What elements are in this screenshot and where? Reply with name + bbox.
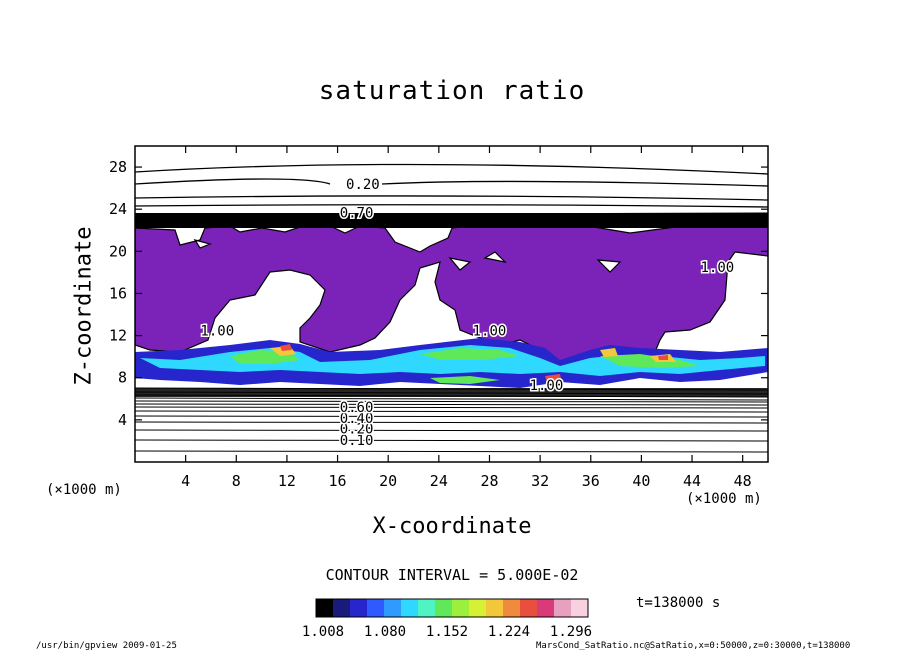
- plot-frame: [134, 145, 769, 463]
- colorbar-segment: [582, 599, 589, 617]
- y-axis-label: Z-coordinate: [71, 226, 97, 386]
- x-tick-label: 20: [379, 472, 397, 490]
- colorbar-segment: [361, 599, 368, 617]
- contour-label: 1.00: [473, 323, 507, 339]
- colorbar-segment: [554, 599, 561, 617]
- x-tick-label: 8: [232, 472, 241, 490]
- colorbar-tick-label: 1.080: [364, 624, 406, 640]
- colorbar-segment: [503, 599, 510, 617]
- colorbar: 1.008 1.080 1.152 1.224 1.296: [302, 598, 592, 640]
- y-tick-label: 8: [118, 369, 127, 387]
- x-tick-label: 48: [734, 472, 752, 490]
- colorbar-segment: [338, 599, 345, 617]
- colorbar-segment: [344, 599, 351, 617]
- colorbar-segment: [367, 599, 374, 617]
- x-tick-label: 44: [683, 472, 701, 490]
- colorbar-segment: [384, 599, 391, 617]
- colorbar-segment: [401, 599, 408, 617]
- colorbar-segment: [355, 599, 362, 617]
- colorbar-segment: [491, 599, 498, 617]
- colorbar-segment: [316, 599, 323, 617]
- colorbar-segment: [542, 599, 549, 617]
- contour-labels: 0.200.100.200.400.600.701.00 1.001.001.00: [199, 175, 736, 450]
- colorbar-segment: [321, 599, 328, 617]
- time-label: t=138000 s: [636, 595, 721, 611]
- colorbar-segment: [418, 599, 425, 617]
- colorbar-segment: [508, 599, 515, 617]
- colorbar-segment: [571, 599, 578, 617]
- colorbar-tick-label: 1.008: [302, 624, 344, 640]
- colorbar-segment: [497, 599, 504, 617]
- contour-label: 0.10: [340, 433, 374, 449]
- contour-label: 0.20: [340, 421, 374, 437]
- x-tick-label: 28: [480, 472, 498, 490]
- colorbar-segment: [469, 599, 476, 617]
- colorbar-segment: [565, 599, 572, 617]
- colorbar-segment: [378, 599, 385, 617]
- colorbar-tick-label: 1.224: [488, 624, 530, 640]
- colorbar-segment: [333, 599, 340, 617]
- colorbar-segment: [548, 599, 555, 617]
- colorbar-frame: [315, 598, 589, 618]
- contour-field: [135, 163, 768, 453]
- colorbar-tick-label: 1.152: [426, 624, 468, 640]
- colorbar-tick-label: 1.296: [550, 624, 592, 640]
- x-tick-label: 16: [329, 472, 347, 490]
- colorbar-segment: [531, 599, 538, 617]
- x-tick-label: 12: [278, 472, 296, 490]
- colorbar-segment: [514, 599, 521, 617]
- colorbar-segment: [372, 599, 379, 617]
- chart-title: saturation ratio: [318, 76, 586, 106]
- colorbar-segment: [452, 599, 459, 617]
- colorbar-segment: [440, 599, 447, 617]
- colorbar-segment: [350, 599, 357, 617]
- colorbar-segment: [520, 599, 527, 617]
- colorbar-segment: [559, 599, 566, 617]
- colorbar-segment: [474, 599, 481, 617]
- colorbar-segment: [412, 599, 419, 617]
- colorbar-segment: [423, 599, 430, 617]
- y-tick-label: 20: [109, 242, 127, 260]
- x-axis-label: X-coordinate: [372, 514, 532, 539]
- y-tick-label: 28: [109, 158, 127, 176]
- contour-label: 0.20: [346, 177, 380, 193]
- footer-right: MarsCond_SatRatio.nc@SatRatio,x=0:50000,…: [536, 641, 851, 651]
- colorbar-segment: [463, 599, 470, 617]
- contour-label: 0.60: [340, 400, 374, 416]
- y-tick-label: 4: [118, 411, 127, 429]
- y-tick-label: 16: [109, 284, 127, 302]
- x-tick-label: 36: [582, 472, 600, 490]
- x-tick-label: 24: [430, 472, 448, 490]
- colorbar-segment: [576, 599, 583, 617]
- colorbar-segment: [525, 599, 532, 617]
- colorbar-segment: [435, 599, 442, 617]
- contour-label: 1.00: [530, 378, 564, 394]
- colorbar-segment: [480, 599, 487, 617]
- x-tick-label: 40: [632, 472, 650, 490]
- colorbar-segment: [406, 599, 413, 617]
- x-tick-label: 4: [181, 472, 190, 490]
- colorbar-segment: [429, 599, 436, 617]
- y-tick-label: 12: [109, 327, 127, 345]
- contour-label: 0.70: [340, 205, 374, 221]
- colorbar-segment: [395, 599, 402, 617]
- y-tick-label: 24: [109, 200, 127, 218]
- x-tick-label: 32: [531, 472, 549, 490]
- contour-interval: CONTOUR INTERVAL = 5.000E-02: [325, 566, 579, 584]
- colorbar-segment: [389, 599, 396, 617]
- contour-label: 1.00: [701, 260, 735, 276]
- colorbar-segment: [486, 599, 493, 617]
- x-unit-left: (×1000 m): [46, 482, 122, 498]
- contour-label: 1.00: [200, 323, 234, 339]
- footer-left: /usr/bin/gpview 2009-01-25: [36, 641, 177, 651]
- contour-label: 0.40: [340, 411, 374, 427]
- colorbar-segment: [457, 599, 464, 617]
- colorbar-segment: [327, 599, 334, 617]
- colorbar-segment: [537, 599, 544, 617]
- colorbar-segment: [446, 599, 453, 617]
- x-unit-right: (×1000 m): [686, 491, 762, 507]
